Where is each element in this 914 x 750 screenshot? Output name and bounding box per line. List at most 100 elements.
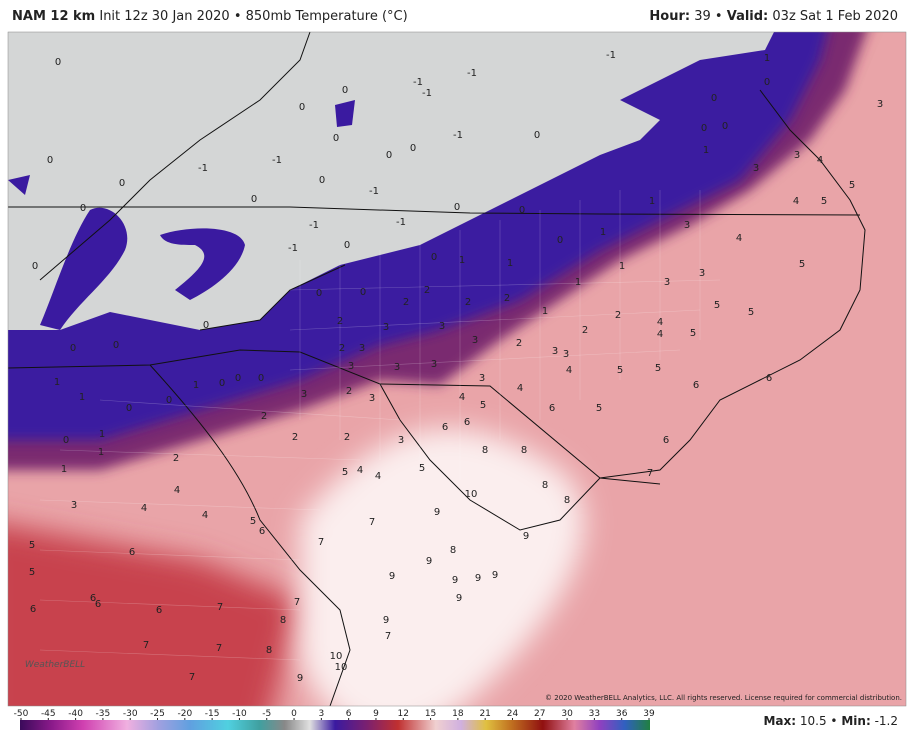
map-value: 0 [235,373,241,384]
map-value: 0 [319,175,325,186]
colorbar-ticks: -50 -45 -40 -35 -30 -25 -20 -15 -10 -5 0 3 6 9 12 15 18 2… [14,709,655,720]
map-value: 1 [575,277,581,288]
map-value: 0 [203,320,209,331]
map-value: 2 [615,310,621,321]
map-value: 4 [517,383,523,394]
map-value: 0 [711,93,717,104]
map-value: 3 [877,99,883,110]
map-value: -1 [272,155,282,166]
map-value: 0 [219,378,225,389]
map-value: 0 [316,288,322,299]
colorbar-tick-label: 15 [425,709,436,719]
map-value: 1 [459,255,465,266]
map-value: 5 [342,467,348,478]
map-value: 5 [617,365,623,376]
min: -1.2 [874,714,898,728]
colorbar-tick-label: -10 [232,709,247,719]
map-value: 8 [542,480,548,491]
map-value: 2 [173,453,179,464]
colorbar-tick-label: 24 [507,709,519,719]
map-value: 4 [141,503,147,514]
map-value: 0 [126,403,132,414]
map-value: 8 [482,445,488,456]
map-value: 2 [403,297,409,308]
map-value: 0 [342,85,348,96]
map-value: 8 [266,645,272,656]
map-value: 3 [794,150,800,161]
map-value: 1 [61,464,67,475]
map-value: 1 [98,447,104,458]
map-value: 3 [431,359,437,370]
map-value: 0 [454,202,460,213]
logo: WeatherBELL [25,660,85,670]
map-value: 6 [90,593,96,604]
map-value: 7 [647,468,653,479]
map-value: 5 [655,363,661,374]
min-label: Min: [841,714,871,728]
map-value: 7 [217,602,223,613]
map-value: 3 [301,389,307,400]
map-value: 0 [166,395,172,406]
colorbar [20,720,650,730]
map-value: 1 [764,53,770,64]
colorbar-tick-label: 6 [346,709,352,719]
map-value: 0 [333,133,339,144]
map-value: 7 [385,631,391,642]
map-value: 7 [318,537,324,548]
map-value: 2 [337,316,343,327]
colorbar-tick-label: -50 [14,709,29,719]
county-lines [39,190,721,661]
colorbar-tick-label: 21 [479,709,490,719]
map-value: 1 [600,227,606,238]
map-value: 8 [564,495,570,506]
map-value: 5 [799,259,805,270]
map-value: 6 [442,422,448,433]
borders [8,32,866,706]
map-value: 6 [156,605,162,616]
colorbar-tick-label: 33 [589,709,600,719]
map-value: 7 [294,597,300,608]
map-value: 2 [504,293,510,304]
map-value: 0 [410,143,416,154]
map-value: 5 [849,180,855,191]
map-value: -1 [467,68,477,79]
map-value: 5 [29,540,35,551]
map-value: 3 [71,500,77,511]
max: 10.5 • [799,714,838,728]
colorbar-tick-label: 36 [616,709,628,719]
header: NAM 12 km Init 12z 30 Jan 2020 • 850mb T… [0,0,914,32]
map-value: 3 [753,163,759,174]
map-value: 9 [475,573,481,584]
map-value: 6 [766,373,772,384]
map-value: 2 [339,343,345,354]
map-value: 0 [299,102,305,113]
map-value: 4 [657,317,663,328]
map-value: 9 [297,673,303,684]
map-value: 3 [684,220,690,231]
map-value: 2 [292,432,298,443]
colorbar-tick-label: 12 [398,709,409,719]
map-value: 0 [344,240,350,251]
map-value: 9 [523,531,529,542]
colorbar-tick-label: 0 [291,709,297,719]
map-value: 9 [492,570,498,581]
map-value: 0 [63,435,69,446]
map-value: 4 [736,233,742,244]
map-value: 6 [129,547,135,558]
map-value: 9 [456,593,462,604]
map-value: 2 [344,432,350,443]
map-value: 0 [258,373,264,384]
colorbar-tick-label: -15 [205,709,220,719]
footer: Max: 10.5 • Min: -1.2 [763,714,898,728]
copyright: © 2020 WeatherBELL Analytics, LLC. All r… [545,694,902,702]
map-value: 6 [549,403,555,414]
map-value: 0 [557,235,563,246]
map-value: 1 [542,306,548,317]
map-value: 4 [817,155,823,166]
map-value: -1 [453,130,463,141]
colorbar-tick-label: 27 [534,709,545,719]
map-value: 1 [703,145,709,156]
map-value: 3 [383,322,389,333]
